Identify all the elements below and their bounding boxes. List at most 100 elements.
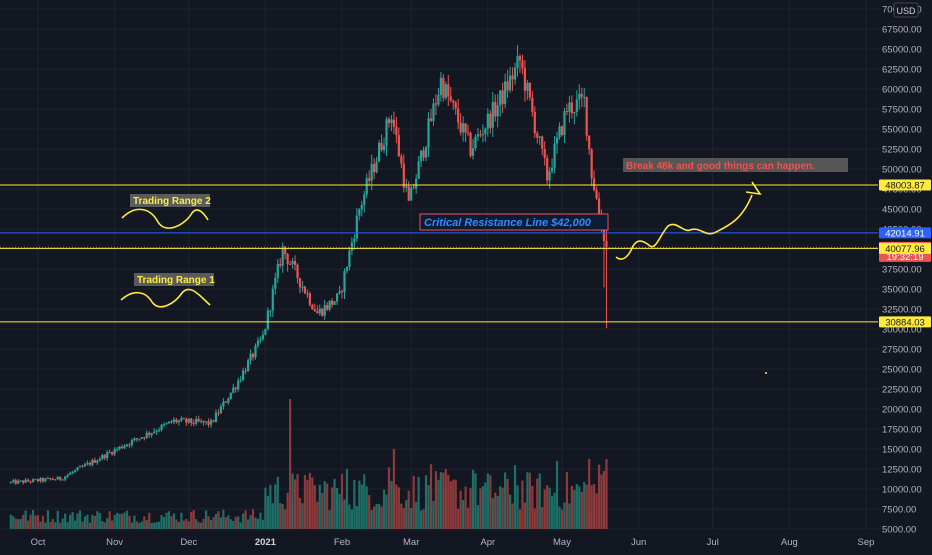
candle-body: [76, 467, 79, 471]
candle-body: [34, 479, 37, 481]
candle-body: [518, 56, 522, 61]
candle-body: [580, 93, 583, 97]
candle-body: [377, 142, 381, 162]
volume-bar: [538, 473, 541, 529]
volume-bar: [175, 519, 178, 529]
candle-body: [120, 446, 124, 449]
volume-bar: [437, 479, 440, 529]
candle-body: [494, 102, 497, 117]
x-tick-label: 2021: [255, 537, 277, 548]
candle-body: [306, 293, 309, 295]
candle-body: [49, 478, 52, 480]
volume-bar: [521, 480, 524, 529]
trend-drawings: [120, 181, 767, 374]
candle-body: [427, 118, 430, 148]
level-label-bg: [879, 242, 931, 254]
volume-bar: [306, 480, 309, 529]
volume-bar: [518, 509, 522, 529]
candle-body: [588, 135, 591, 150]
currency-button[interactable]: USD: [896, 6, 916, 16]
y-tick-label: 52500.00: [882, 145, 922, 156]
x-tick-label: Oct: [31, 537, 46, 548]
volume-bar: [533, 508, 536, 529]
volume-bar: [474, 473, 477, 529]
volume-bar: [486, 473, 489, 529]
candle-body: [511, 75, 514, 80]
candle-body: [469, 132, 472, 156]
volume-bar: [368, 495, 371, 529]
candle-body: [155, 431, 158, 433]
volume-bar: [373, 506, 376, 529]
candle-body: [437, 94, 440, 105]
candle-body: [590, 149, 593, 179]
candle-body: [64, 476, 67, 480]
volume-bar: [167, 511, 171, 529]
y-tick-label: 65000.00: [882, 45, 922, 56]
candle-body: [217, 412, 220, 414]
candle-body: [323, 305, 326, 316]
candle-body: [308, 293, 311, 305]
candle-body: [71, 471, 74, 473]
volume-bar: [513, 465, 517, 529]
y-tick-label: 10000.00: [882, 485, 922, 496]
volume-bar: [153, 522, 156, 529]
volume-bar: [145, 520, 148, 529]
volume-bar: [501, 487, 504, 529]
volume-bar: [466, 507, 470, 529]
candle-body: [135, 438, 138, 440]
volume-bar: [202, 518, 205, 529]
y-tick-label: 15000.00: [882, 445, 922, 456]
candle-body: [575, 99, 578, 112]
candle-body: [244, 370, 247, 372]
projection-path: [615, 194, 753, 260]
candle-body: [476, 134, 480, 137]
volume-bar: [214, 514, 218, 529]
volume-bar: [237, 516, 240, 529]
annotations: Trading Range 2 Trading Range 1 Critical…: [130, 158, 848, 286]
candle-body: [343, 270, 346, 293]
volume-bar: [118, 513, 121, 529]
y-axis: 70000.0067500.0065000.0062500.0060000.00…: [882, 5, 922, 536]
candle-body: [101, 455, 104, 460]
volume-bar: [98, 512, 101, 529]
volume-bar: [155, 522, 158, 529]
volume-bar: [506, 478, 509, 529]
volume-bar: [244, 510, 247, 529]
candle-body: [140, 437, 143, 439]
candle-body: [486, 113, 489, 129]
volume-bar: [86, 514, 89, 529]
candle-body: [501, 90, 504, 104]
candle-body: [526, 82, 529, 91]
candle-body: [432, 103, 435, 121]
volume-bar: [392, 449, 396, 529]
candle-body: [251, 353, 255, 358]
volume-bar: [29, 514, 32, 529]
volume-bar: [177, 522, 180, 529]
volume-bar: [385, 494, 388, 529]
candle-body: [19, 480, 22, 482]
candle-body: [239, 379, 242, 381]
volume-bar: [328, 510, 331, 529]
volume-bar: [432, 500, 435, 529]
currency-button-group[interactable]: USD: [893, 2, 919, 18]
volume-bar: [76, 513, 79, 529]
candle-body: [326, 305, 329, 310]
candle-body: [508, 75, 512, 91]
volume-bar: [249, 515, 252, 529]
candle-body: [209, 420, 213, 425]
volume-bar: [575, 484, 578, 529]
candle-body: [61, 479, 64, 481]
y-tick-label: 20000.00: [882, 405, 922, 416]
candle-body: [202, 420, 205, 423]
volume-bar: [293, 479, 297, 529]
candle-body: [504, 81, 507, 104]
candle-body: [516, 56, 519, 68]
volume-bar: [531, 485, 534, 529]
candle-body: [565, 111, 569, 113]
candle-body: [464, 123, 467, 133]
volume-bar: [101, 521, 104, 529]
volume-bar: [429, 464, 433, 529]
candle-body: [434, 103, 438, 105]
